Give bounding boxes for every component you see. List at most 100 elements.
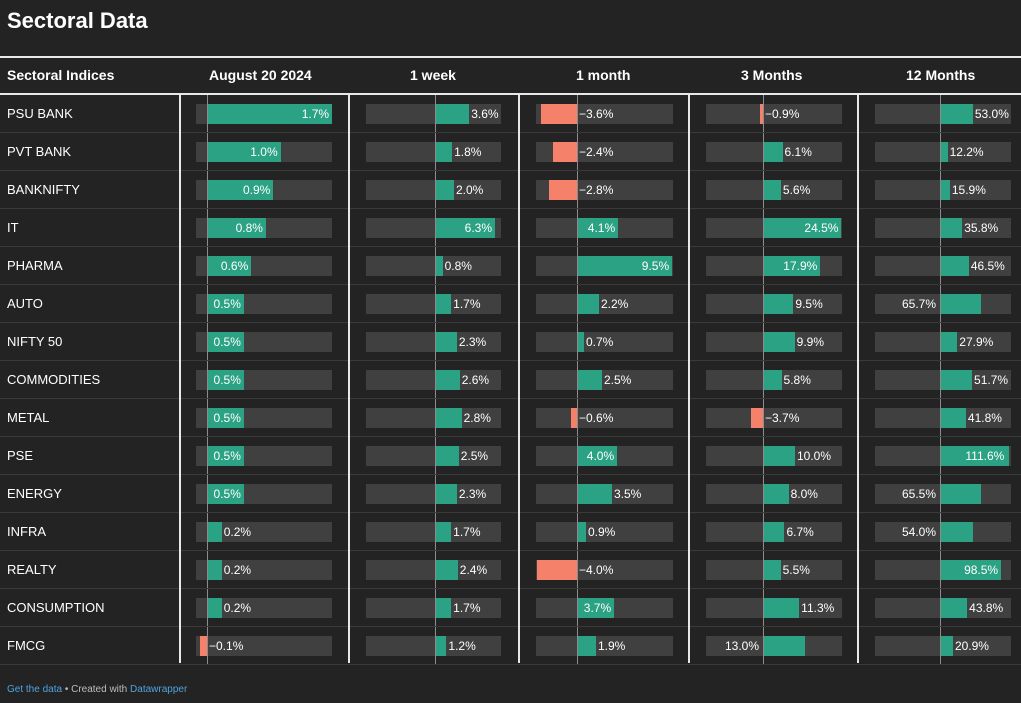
column-divider <box>857 95 859 663</box>
zero-line <box>207 399 208 437</box>
value-label: 2.6% <box>461 373 490 387</box>
get-the-data-link[interactable]: Get the data <box>7 684 63 695</box>
value-label: 2.3% <box>458 487 487 501</box>
zero-line <box>763 95 764 133</box>
value-label: 0.9% <box>242 183 271 197</box>
zero-line <box>207 323 208 361</box>
value-label: 65.7% <box>902 297 937 311</box>
zero-line <box>435 437 436 475</box>
positive-bar <box>940 104 973 124</box>
zero-line <box>577 133 578 171</box>
positive-bar <box>763 142 783 162</box>
bar-track <box>196 636 332 656</box>
zero-line <box>940 589 941 627</box>
positive-bar <box>435 332 457 352</box>
bar-track <box>536 408 673 428</box>
value-label: 3.5% <box>614 487 642 501</box>
zero-line <box>940 361 941 399</box>
bar-track <box>366 142 501 162</box>
positive-bar <box>763 522 785 542</box>
value-label: 0.9% <box>588 525 616 539</box>
value-label: 4.1% <box>587 221 616 235</box>
positive-bar <box>763 294 794 314</box>
value-label: 46.5% <box>970 259 1005 273</box>
value-label: 13.0% <box>725 639 760 653</box>
positive-bar <box>940 522 974 542</box>
header-3-months: 3 Months <box>741 67 803 83</box>
bar-track <box>366 256 501 276</box>
positive-bar <box>207 598 222 618</box>
zero-line <box>763 247 764 285</box>
zero-line <box>435 513 436 551</box>
negative-bar <box>571 408 577 428</box>
positive-bar <box>207 560 222 580</box>
bar-track <box>366 522 501 542</box>
zero-line <box>763 399 764 437</box>
table-row: PHARMA 0.6% 0.8% 9.5% 17.9% 46.5% <box>0 247 1021 285</box>
value-label: 8.0% <box>790 487 818 501</box>
bar-track <box>366 598 501 618</box>
value-label: −0.6% <box>579 411 614 425</box>
positive-bar <box>207 446 244 466</box>
bar-track <box>366 446 501 466</box>
positive-bar <box>435 256 443 276</box>
value-label: 2.5% <box>460 449 489 463</box>
header-sectoral-indices: Sectoral Indices <box>7 67 115 83</box>
header-1-month: 1 month <box>576 67 631 83</box>
zero-line <box>763 209 764 247</box>
value-label: 6.7% <box>786 525 814 539</box>
positive-bar <box>763 598 800 618</box>
positive-bar <box>207 180 274 200</box>
row-divider <box>0 360 1021 361</box>
positive-bar <box>940 294 981 314</box>
positive-bar <box>940 218 963 238</box>
value-label: 11.3% <box>801 601 835 615</box>
positive-bar <box>763 560 781 580</box>
zero-line <box>207 475 208 513</box>
positive-bar <box>577 332 584 352</box>
value-label: −3.7% <box>765 411 800 425</box>
zero-line <box>577 323 578 361</box>
zero-line <box>577 513 578 551</box>
zero-line <box>577 171 578 209</box>
value-label: 0.6% <box>220 259 249 273</box>
zero-line <box>435 399 436 437</box>
table-row: AUTO 0.5% 1.7% 2.2% 9.5% 65.7% <box>0 285 1021 323</box>
positive-bar <box>940 180 950 200</box>
zero-line <box>435 627 436 665</box>
positive-bar <box>207 294 244 314</box>
value-label: 0.7% <box>586 335 614 349</box>
bar-track <box>366 370 501 390</box>
zero-line <box>207 627 208 665</box>
bar-track <box>706 408 842 428</box>
bar-track <box>536 294 673 314</box>
zero-line <box>435 133 436 171</box>
positive-bar <box>577 370 602 390</box>
value-label: 1.7% <box>453 601 481 615</box>
positive-bar <box>577 294 599 314</box>
positive-bar <box>435 560 458 580</box>
positive-bar <box>940 560 1002 580</box>
positive-bar <box>577 598 614 618</box>
zero-line <box>940 627 941 665</box>
zero-line <box>763 475 764 513</box>
footer-separator: • Created with <box>62 684 131 695</box>
row-label: IT <box>7 220 19 235</box>
zero-line <box>763 133 764 171</box>
bar-track <box>366 484 501 504</box>
datawrapper-link[interactable]: Datawrapper <box>130 684 188 695</box>
positive-bar <box>763 256 821 276</box>
zero-line <box>207 513 208 551</box>
zero-line <box>763 627 764 665</box>
zero-line <box>940 95 941 133</box>
table-row: FMCG −0.1% 1.2% 1.9% 13.0% 20.9% <box>0 627 1021 665</box>
row-label: PSE <box>7 448 34 463</box>
zero-line <box>577 95 578 133</box>
value-label: −2.4% <box>579 145 614 159</box>
value-label: 65.5% <box>902 487 937 501</box>
positive-bar <box>763 332 795 352</box>
zero-line <box>763 361 764 399</box>
negative-bar <box>537 560 577 580</box>
row-divider <box>0 322 1021 323</box>
bar-track <box>366 294 501 314</box>
